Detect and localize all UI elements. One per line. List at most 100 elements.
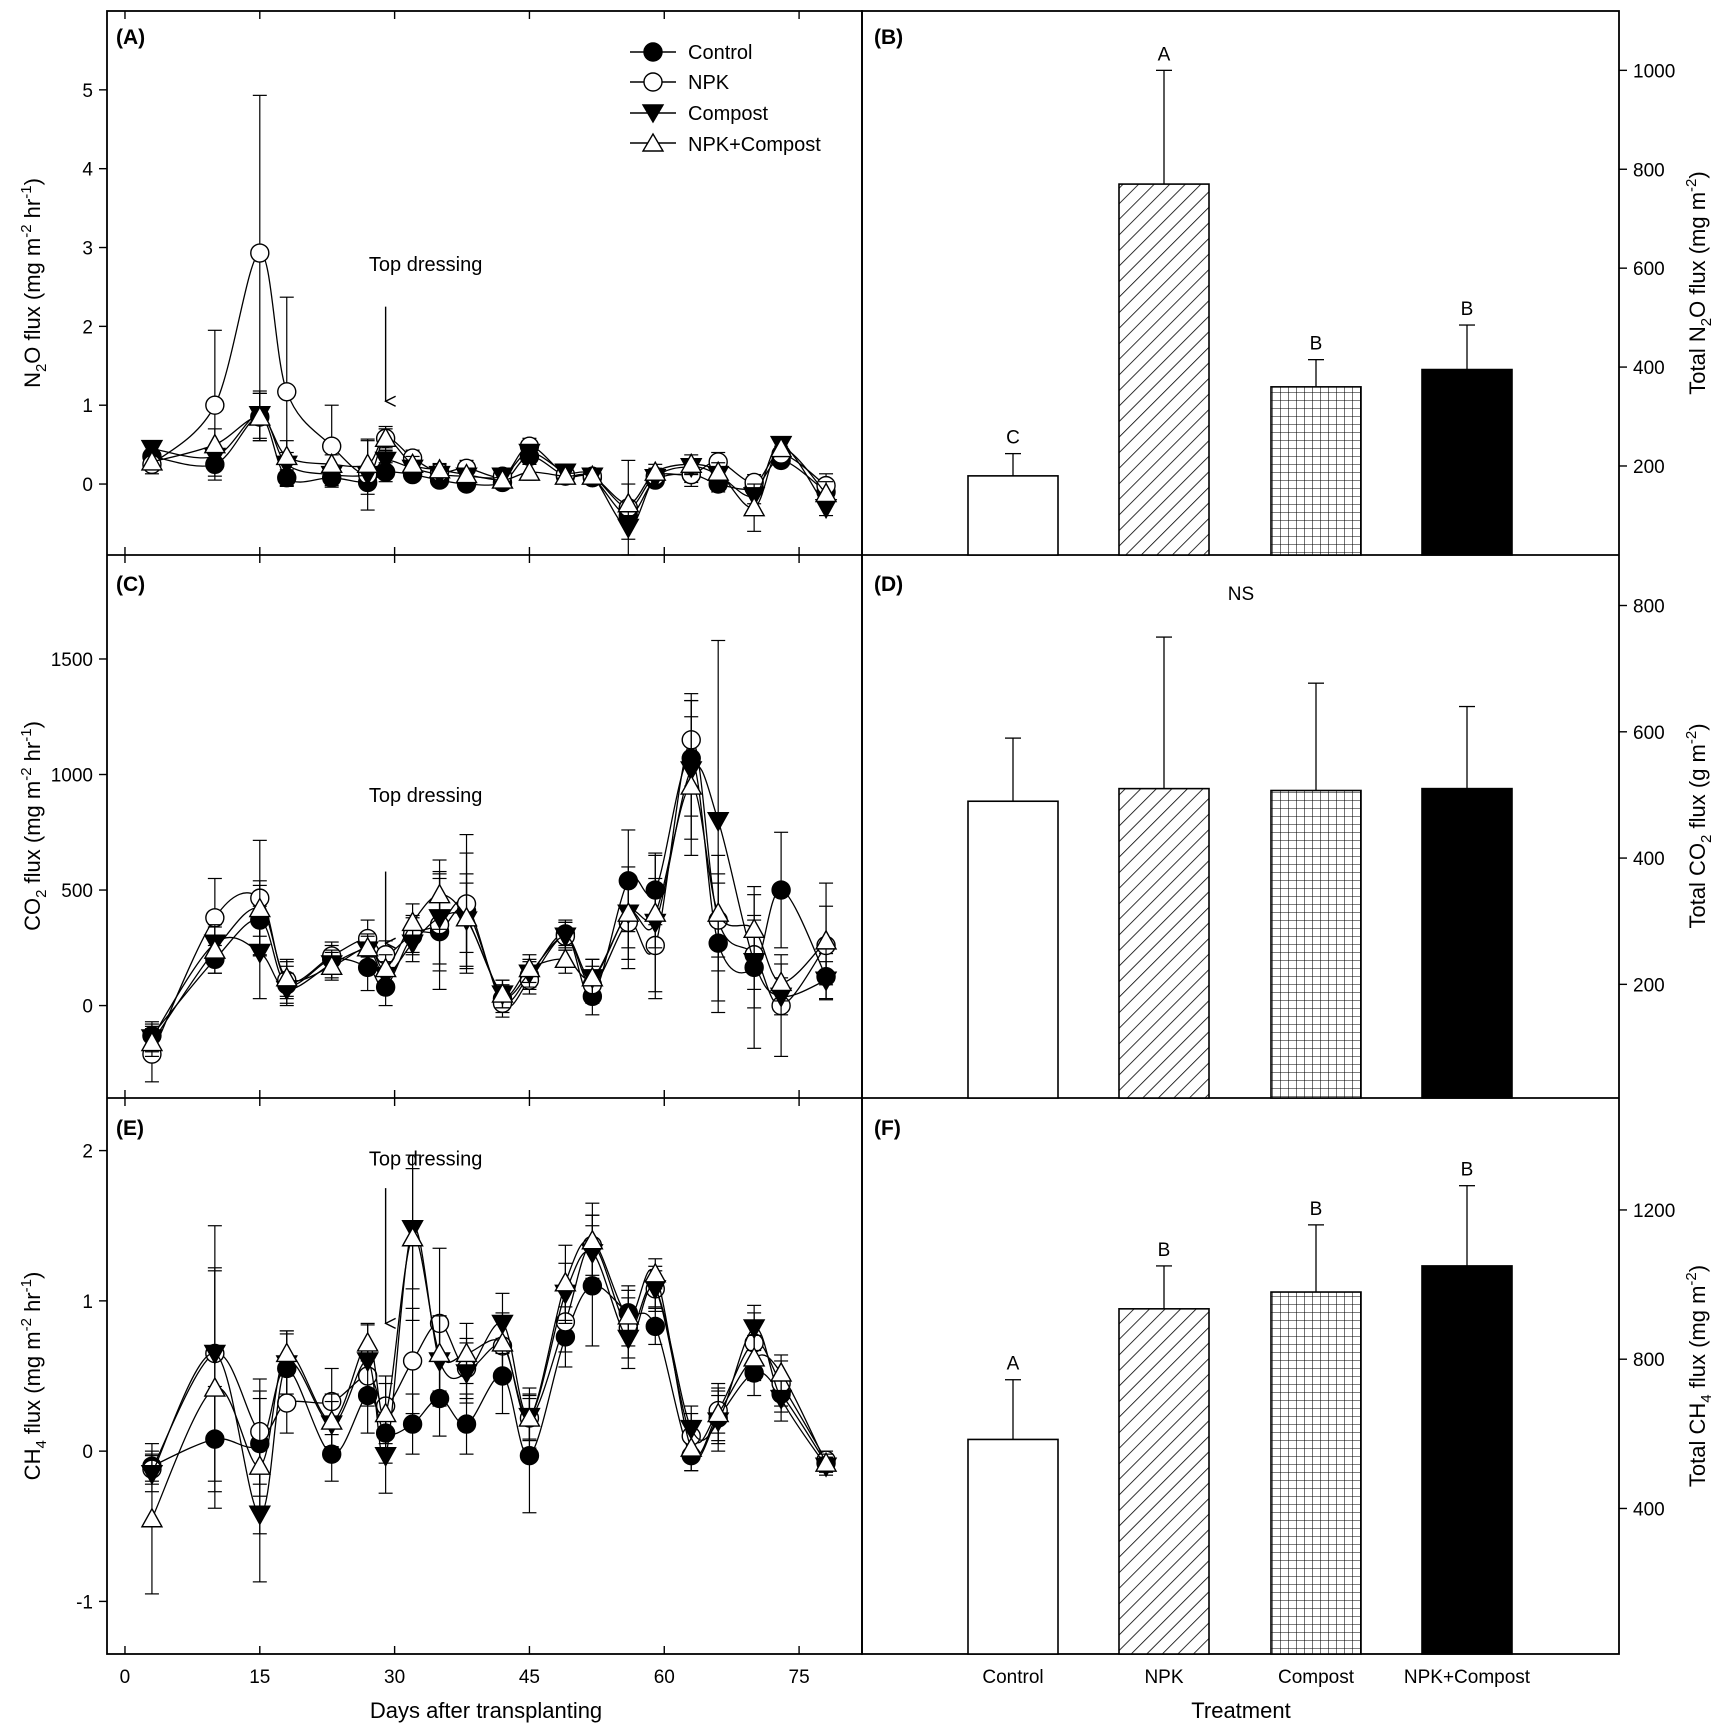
- significance-letter-npk-compost: B: [1461, 1160, 1474, 1181]
- bar-npk: [1118, 787, 1210, 1099]
- data-point-npk-compost: [769, 1361, 793, 1382]
- data-point-npk-compost: [320, 954, 343, 975]
- data-point-npk-compost: [374, 957, 397, 978]
- data-point-npk-compost: [491, 982, 514, 1003]
- line-plot-a: 0 1 2 3 4 5 Top dressing: [82, 11, 838, 556]
- data-point-compost: [518, 443, 541, 464]
- bar-plot-f: 400 800 1200 A B B B Control NPK Compost NPK+Compo…: [967, 1160, 1675, 1688]
- y-tick-label: 5: [82, 81, 93, 102]
- legend: Control NPK Compost NPK+Compost: [630, 42, 821, 156]
- data-point-npk: [402, 1351, 423, 1371]
- legend-marker-npk: [643, 72, 663, 92]
- data-point-npk-compost: [769, 971, 793, 992]
- data-point-npk-compost: [356, 936, 379, 957]
- data-point-npk-compost: [554, 947, 577, 969]
- data-point-npk-compost: [491, 468, 514, 489]
- significance-label: NS: [1228, 584, 1254, 605]
- y-tick-label: 200: [1633, 457, 1665, 478]
- x-tick-label: 0: [120, 1667, 131, 1688]
- data-point-npk-compost: [644, 1262, 667, 1283]
- legend-label-compost: Compost: [688, 103, 768, 125]
- x-tick-label: 60: [654, 1667, 675, 1688]
- legend-marker-control: [643, 42, 663, 62]
- y-axis-label-b: Total N2O flux (mg m-2): [1683, 171, 1715, 394]
- significance-letter-compost: B: [1310, 1199, 1323, 1220]
- data-point-compost: [140, 439, 164, 461]
- data-point-npk-compost: [707, 901, 730, 922]
- y-tick-label: 400: [1633, 1499, 1665, 1520]
- data-point-npk-compost: [401, 910, 424, 932]
- x-tick-label: 45: [519, 1667, 540, 1688]
- panel-frame-right: [861, 10, 1620, 1655]
- data-point-npk-compost: [374, 426, 397, 448]
- x-tick-label: 30: [384, 1667, 405, 1688]
- bar-npk-compost: [1421, 787, 1513, 1099]
- data-point-npk-compost: [275, 445, 298, 466]
- data-point-npk-compost: [680, 452, 703, 474]
- y-tick-label: 2: [82, 317, 93, 338]
- data-point-npk-compost: [491, 1331, 514, 1352]
- data-point-npk: [205, 908, 225, 928]
- bar-control: [967, 475, 1059, 556]
- treatment-tick-label: Compost: [1278, 1667, 1355, 1688]
- data-point-npk-compost: [203, 938, 227, 959]
- data-point-npk-compost: [554, 464, 577, 485]
- significance-letter-npk: A: [1158, 44, 1171, 65]
- y-tick-label: 1500: [51, 650, 93, 671]
- data-point-npk-compost: [356, 452, 379, 474]
- legend-label-npk-compost: NPK+Compost: [688, 134, 821, 156]
- y-tick-label: 500: [61, 881, 93, 902]
- data-point-npk-compost: [275, 1342, 298, 1363]
- line-plot-c: 0 500 1000 1500 Top dressing: [51, 555, 838, 1098]
- data-point-npk: [322, 436, 342, 456]
- data-point-npk-compost: [680, 1436, 703, 1457]
- bar-npk-compost: [1421, 1265, 1513, 1655]
- panel-label-c: (C): [116, 573, 145, 596]
- data-point-compost: [554, 927, 577, 948]
- y-tick-label: 4: [82, 160, 93, 181]
- significance-letter-compost: B: [1310, 334, 1323, 355]
- series-line-npk-compost: [151, 1236, 827, 1520]
- data-point-npk-compost: [644, 460, 667, 481]
- panel-label-b: (B): [874, 26, 903, 49]
- significance-letter-npk: B: [1158, 1240, 1171, 1261]
- data-point-npk: [277, 382, 297, 402]
- data-point-npk-compost: [814, 482, 838, 503]
- data-point-npk-compost: [374, 1402, 397, 1423]
- data-point-npk-compost: [140, 1031, 164, 1052]
- data-point-npk-compost: [518, 957, 541, 978]
- data-point-npk-compost: [356, 1331, 379, 1352]
- data-point-control: [402, 1414, 423, 1434]
- panel-label-a: (A): [116, 26, 145, 49]
- bar-compost: [1270, 789, 1362, 1099]
- data-point-npk-compost: [455, 463, 478, 484]
- data-point-npk-compost: [581, 966, 604, 987]
- data-point-npk-compost: [814, 1451, 838, 1472]
- bar-compost: [1270, 1291, 1362, 1655]
- data-point-npk-compost: [769, 437, 793, 458]
- data-point-npk-compost: [742, 1346, 766, 1367]
- y-tick-label: 0: [82, 475, 93, 496]
- data-point-npk-compost: [814, 929, 838, 950]
- y-axis-label-d: Total CO2 flux (g m-2): [1683, 723, 1715, 928]
- data-point-npk-compost: [617, 492, 640, 513]
- y-tick-label: 800: [1633, 597, 1665, 618]
- y-tick-label: 3: [82, 239, 93, 260]
- panel-frame-left: [106, 10, 863, 1655]
- data-point-npk-compost: [203, 1376, 227, 1397]
- bar-plot-d: 200 400 600 800 NS: [967, 584, 1665, 1099]
- data-point-control: [456, 1414, 477, 1434]
- y-tick-label: -1: [76, 1592, 93, 1613]
- bar-compost: [1270, 386, 1362, 556]
- data-point-npk: [277, 1393, 297, 1413]
- y-tick-label: 800: [1633, 1350, 1665, 1371]
- bar-npk: [1118, 1308, 1210, 1655]
- legend-label-control: Control: [688, 42, 752, 64]
- data-point-npk-compost: [742, 496, 766, 517]
- significance-letter-npk-compost: B: [1461, 299, 1474, 320]
- data-point-npk-compost: [140, 1507, 164, 1528]
- data-point-npk-compost: [617, 901, 640, 922]
- bar-control: [967, 1438, 1059, 1655]
- y-tick-label: 1000: [51, 766, 93, 787]
